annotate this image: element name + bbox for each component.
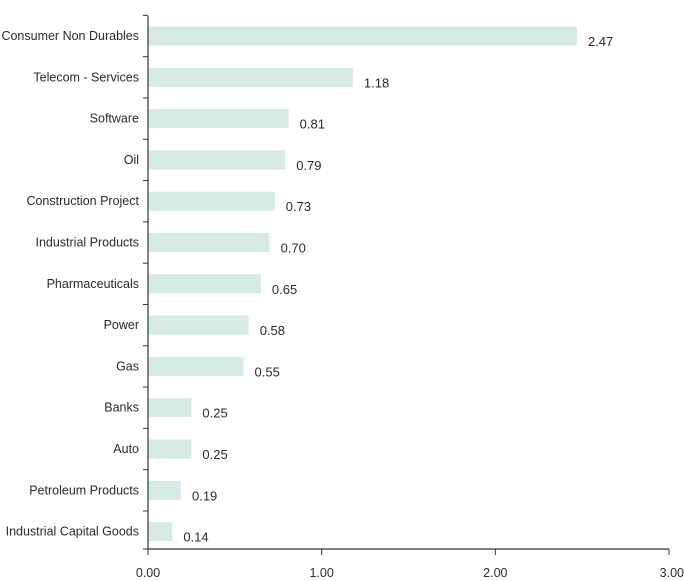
value-label: 1.18 <box>364 75 389 90</box>
category-label: Auto <box>113 442 139 456</box>
value-label: 0.70 <box>281 241 306 256</box>
bar <box>148 315 249 335</box>
bar <box>148 522 173 542</box>
bar <box>148 67 353 87</box>
category-label: Software <box>90 112 139 126</box>
value-label: 0.55 <box>255 364 280 379</box>
bar <box>148 150 286 170</box>
category-labels-group: Consumer Non Durables Telecom - Services S… <box>1 29 139 539</box>
value-label: 0.73 <box>286 199 311 214</box>
bar <box>148 26 577 46</box>
category-label: Pharmaceuticals <box>47 277 139 291</box>
category-label: Gas <box>116 359 139 373</box>
category-label: Banks <box>104 401 139 415</box>
bar <box>148 191 275 211</box>
value-labels-group: 2.47 1.18 0.81 0.79 0.73 0.70 0.65 0.58 0.55 0.25… <box>183 34 613 545</box>
x-tick-label: 2.00 <box>483 566 507 580</box>
category-label: Construction Project <box>26 194 139 208</box>
category-label: Oil <box>124 153 139 167</box>
bars-group <box>148 26 577 542</box>
bar <box>148 233 270 252</box>
bar <box>148 398 192 418</box>
value-label: 0.65 <box>272 282 297 297</box>
bar <box>148 439 192 459</box>
category-label: Power <box>104 318 139 332</box>
value-label: 0.58 <box>260 323 285 338</box>
value-label: 0.25 <box>202 406 227 421</box>
axes-group <box>143 14 669 550</box>
value-label: 0.25 <box>202 447 227 462</box>
category-label: Industrial Products <box>35 236 139 250</box>
value-label: 0.14 <box>183 530 208 545</box>
x-tick-label: 1.00 <box>309 566 333 580</box>
x-tick-label: 3.00 <box>660 566 684 580</box>
category-label: Consumer Non Durables <box>1 29 139 43</box>
bar <box>148 356 244 376</box>
bar <box>148 274 261 294</box>
value-label: 2.47 <box>588 34 613 49</box>
x-tick-label: 0.00 <box>136 566 160 580</box>
x-ticks-group: 0.00 1.00 2.00 3.00 <box>136 549 684 580</box>
category-label: Industrial Capital Goods <box>6 525 139 539</box>
category-label: Petroleum Products <box>29 483 139 497</box>
value-label: 0.79 <box>296 158 321 173</box>
value-label: 0.19 <box>192 488 217 503</box>
bar <box>148 480 181 500</box>
category-label: Telecom - Services <box>33 70 139 84</box>
value-label: 0.81 <box>300 117 325 132</box>
bar <box>148 109 289 129</box>
